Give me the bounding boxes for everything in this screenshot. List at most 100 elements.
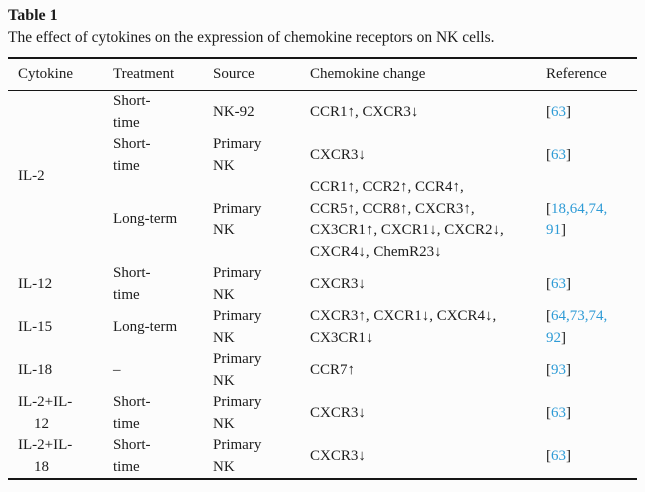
reference-cell: [63] bbox=[546, 134, 637, 177]
treatment-text: Short- bbox=[113, 437, 151, 453]
chemokine-change-text: CXCR4↓, ChemR23↓ bbox=[310, 243, 442, 260]
reference-separator: , bbox=[566, 308, 570, 324]
reference-link[interactable]: 92 bbox=[546, 329, 561, 346]
reference-line: [63] bbox=[546, 403, 637, 425]
chemokine-change-text: CXCR3↓ bbox=[310, 275, 366, 292]
chemokine-change-text: CCR1↑, CXCR3↓ bbox=[310, 103, 419, 120]
treatment-cell: Long-term bbox=[113, 306, 213, 349]
reference-line: 91] bbox=[546, 220, 637, 242]
source-cell: NK-92 bbox=[213, 91, 310, 135]
source-text: Primary bbox=[213, 136, 262, 152]
treatment-text: Short- bbox=[113, 136, 151, 152]
reference-bracket: ] bbox=[561, 329, 566, 346]
reference-link[interactable]: 63 bbox=[551, 103, 566, 120]
reference-link[interactable]: 91 bbox=[546, 222, 561, 238]
chemokine-change-cell: CXCR3↑, CXCR1↓, CXCR4↓, CX3CR1↓ bbox=[310, 306, 546, 349]
source-cell: Primary NK bbox=[213, 306, 310, 349]
source-text: NK bbox=[213, 329, 235, 346]
source-text: NK bbox=[213, 222, 235, 238]
chemokine-change-text: CCR1↑, CCR2↑, CCR4↑, bbox=[310, 179, 464, 195]
chemokine-change-text: CX3CR1↓ bbox=[310, 329, 374, 346]
reference-cell: [93] bbox=[546, 349, 637, 392]
table-row: Long-term Primary NK CCR1↑, CCR2↑, CCR4↑, CC… bbox=[8, 177, 637, 263]
table-row: IL-15 Long-term Primary NK CXCR3↑, CXCR1↓, C… bbox=[8, 306, 637, 349]
cytokine-text: 12 bbox=[34, 415, 49, 432]
reference-bracket: [ bbox=[546, 200, 551, 217]
treatment-text: Short- bbox=[113, 394, 151, 410]
chemokine-change-text: CXCR3↓ bbox=[310, 146, 366, 163]
reference-line: [63] bbox=[546, 274, 637, 296]
chemokine-change-cell: CCR1↑, CXCR3↓ bbox=[310, 91, 546, 135]
reference-cell: [63] bbox=[546, 392, 637, 435]
source-text: NK bbox=[213, 157, 235, 174]
reference-link[interactable]: 63 bbox=[551, 146, 566, 163]
reference-cell: [63] bbox=[546, 435, 637, 479]
source-text: NK bbox=[213, 458, 235, 475]
cytokine-text: IL-2 bbox=[18, 168, 45, 185]
table-body: IL-2 Short-time NK-92 CCR1↑, CXCR3↓ [63] Shor… bbox=[8, 91, 637, 480]
reference-link[interactable]: 63 bbox=[551, 404, 566, 421]
reference-link[interactable]: 74 bbox=[588, 308, 604, 324]
source-cell: Primary NK bbox=[213, 134, 310, 177]
reference-separator: , bbox=[566, 200, 570, 217]
reference-line: [64,73,74, bbox=[546, 306, 637, 328]
source-text: NK bbox=[213, 372, 235, 389]
reference-bracket: [ bbox=[546, 308, 551, 324]
chemokine-change-text: CXCR3↓ bbox=[310, 447, 366, 464]
chemokine-change-cell: CCR1↑, CCR2↑, CCR4↑, CCR5↑, CCR8↑, CXCR3↑… bbox=[310, 177, 546, 263]
cytokine-cell: IL-2 bbox=[8, 91, 113, 264]
reference-link[interactable]: 18 bbox=[551, 200, 566, 217]
reference-line: 92] bbox=[546, 328, 637, 350]
treatment-text: Long-term bbox=[113, 318, 178, 335]
reference-link[interactable]: 93 bbox=[551, 361, 566, 378]
source-text: NK-92 bbox=[213, 103, 255, 120]
treatment-text: Long-term bbox=[113, 211, 178, 228]
reference-line: [63] bbox=[546, 145, 637, 167]
reference-separator: , bbox=[603, 200, 608, 217]
cytokine-text: IL-15 bbox=[18, 318, 53, 335]
chemokine-change-text: CXCR3↑, CXCR1↓, CXCR4↓, bbox=[310, 308, 497, 324]
reference-link[interactable]: 74 bbox=[588, 200, 604, 217]
cytokine-cell: IL-2+IL- 18 bbox=[8, 435, 113, 479]
treatment-text: time bbox=[113, 286, 140, 303]
source-cell: Primary NK bbox=[213, 177, 310, 263]
source-text: Primary bbox=[213, 265, 262, 281]
reference-bracket: [ bbox=[546, 146, 551, 163]
source-cell: Primary NK bbox=[213, 263, 310, 306]
reference-link[interactable]: 64 bbox=[551, 308, 566, 324]
table-label: Table 1 bbox=[8, 7, 58, 24]
source-text: Primary bbox=[213, 437, 262, 453]
treatment-cell: Short-time bbox=[113, 392, 213, 435]
reference-bracket: [ bbox=[546, 447, 551, 464]
source-text: Primary bbox=[213, 308, 262, 324]
treatment-cell: Short-time bbox=[113, 134, 213, 177]
chemokine-change-cell: CXCR3↓ bbox=[310, 435, 546, 479]
chemokine-change-cell: CCR7↑ bbox=[310, 349, 546, 392]
reference-bracket: ] bbox=[566, 275, 571, 292]
reference-link[interactable]: 63 bbox=[551, 447, 566, 464]
table-row: IL-2+IL- 18 Short-time Primary NK CXCR3↓ [63] bbox=[8, 435, 637, 479]
cytokine-text: IL-2+IL- bbox=[18, 394, 73, 410]
cytokine-cell: IL-12 bbox=[8, 263, 113, 306]
paper-table-figure: Table 1 The effect of cytokines on the e… bbox=[8, 7, 637, 480]
treatment-text: time bbox=[113, 157, 140, 174]
treatment-cell: – bbox=[113, 349, 213, 392]
reference-cell: [18,64,74, 91] bbox=[546, 177, 637, 263]
reference-link[interactable]: 73 bbox=[569, 308, 585, 324]
treatment-text: time bbox=[113, 114, 140, 131]
treatment-text: Short- bbox=[113, 265, 151, 281]
chemokine-change-text: CCR5↑, CCR8↑, CXCR3↑, bbox=[310, 200, 475, 217]
reference-bracket: [ bbox=[546, 361, 551, 378]
chemokine-change-cell: CXCR3↓ bbox=[310, 263, 546, 306]
chemokine-change-text: CCR7↑ bbox=[310, 361, 356, 378]
chemokine-change-cell: CXCR3↓ bbox=[310, 392, 546, 435]
reference-bracket: ] bbox=[561, 222, 566, 238]
reference-line: [18,64,74, bbox=[546, 199, 637, 221]
reference-bracket: [ bbox=[546, 275, 551, 292]
treatment-text: time bbox=[113, 415, 140, 432]
reference-link[interactable]: 63 bbox=[551, 275, 566, 292]
reference-link[interactable]: 64 bbox=[569, 200, 585, 217]
header-row: Cytokine Treatment Source Chemokine change R… bbox=[8, 58, 637, 91]
reference-bracket: [ bbox=[546, 103, 551, 120]
treatment-text: Short- bbox=[113, 93, 151, 109]
